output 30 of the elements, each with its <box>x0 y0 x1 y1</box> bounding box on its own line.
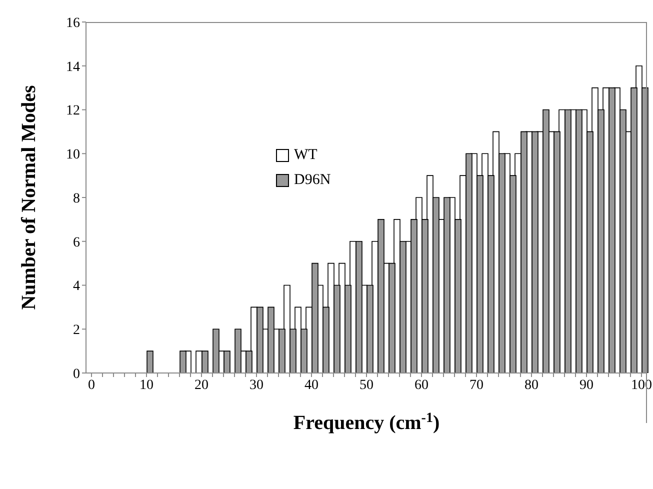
y-tick-label: 6 <box>73 235 80 250</box>
bar <box>212 328 220 373</box>
y-tick-label: 8 <box>73 191 80 206</box>
y-tick-label: 12 <box>66 104 80 119</box>
x-tick-label: 0 <box>88 378 95 393</box>
x-tick-label: 50 <box>360 378 374 393</box>
y-axis-title: Number of Normal Modes <box>18 84 40 310</box>
x-tick-label: 30 <box>250 378 264 393</box>
bar <box>224 350 230 373</box>
legend-label: D96N <box>294 172 331 189</box>
x-tick-label: 90 <box>580 378 594 393</box>
y-tick-label: 14 <box>66 60 80 75</box>
y-tick-label: 0 <box>73 366 80 382</box>
x-tick-label: 10 <box>140 378 154 393</box>
x-tick-label: 40 <box>304 378 318 393</box>
y-tick-label: 10 <box>66 148 80 163</box>
bar <box>146 350 154 373</box>
y-tick-label: 4 <box>73 279 80 294</box>
y-tick-label: 2 <box>73 323 80 338</box>
x-axis-title: Frequency (cm$^{-1}$) <box>293 410 440 434</box>
bar <box>542 109 550 373</box>
y-tick-label: 16 <box>66 16 80 31</box>
bar <box>268 306 274 373</box>
legend-label: WT <box>294 147 318 164</box>
bar <box>234 328 242 373</box>
bar <box>532 131 538 373</box>
x-tick-label: 20 <box>194 378 208 393</box>
x-tick-label: 80 <box>524 378 538 393</box>
x-tick-label: 60 <box>414 378 428 393</box>
x-tick-label: 70 <box>470 378 484 393</box>
